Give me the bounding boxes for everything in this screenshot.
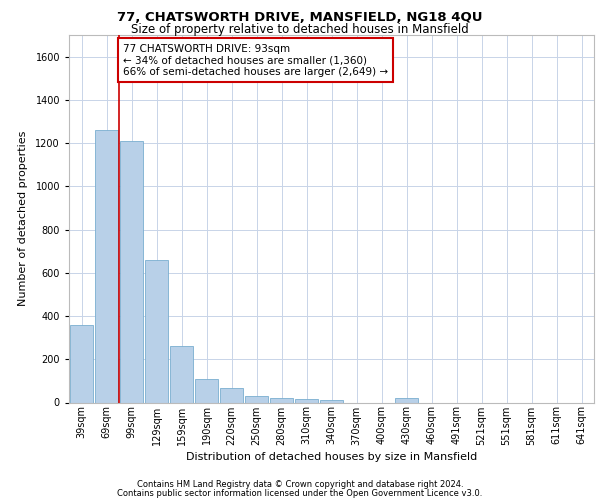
Text: Size of property relative to detached houses in Mansfield: Size of property relative to detached ho… <box>131 22 469 36</box>
Bar <box>95 130 118 402</box>
Bar <box>245 396 268 402</box>
Bar <box>70 324 93 402</box>
Y-axis label: Number of detached properties: Number of detached properties <box>19 131 28 306</box>
Bar <box>395 398 418 402</box>
X-axis label: Distribution of detached houses by size in Mansfield: Distribution of detached houses by size … <box>186 452 477 462</box>
Bar <box>120 141 143 403</box>
Text: Contains HM Land Registry data © Crown copyright and database right 2024.: Contains HM Land Registry data © Crown c… <box>137 480 463 489</box>
Text: 77, CHATSWORTH DRIVE, MANSFIELD, NG18 4QU: 77, CHATSWORTH DRIVE, MANSFIELD, NG18 4Q… <box>117 11 483 24</box>
Text: Contains public sector information licensed under the Open Government Licence v3: Contains public sector information licen… <box>118 488 482 498</box>
Bar <box>220 388 243 402</box>
Bar <box>170 346 193 403</box>
Bar <box>270 398 293 402</box>
Bar <box>195 378 218 402</box>
Bar <box>295 400 318 402</box>
Text: 77 CHATSWORTH DRIVE: 93sqm
← 34% of detached houses are smaller (1,360)
66% of s: 77 CHATSWORTH DRIVE: 93sqm ← 34% of deta… <box>123 44 388 77</box>
Bar <box>145 260 168 402</box>
Bar <box>320 400 343 402</box>
